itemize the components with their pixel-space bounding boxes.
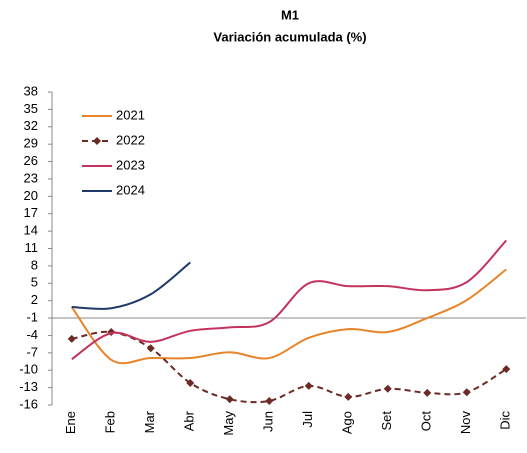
y-tick-label: 32	[24, 118, 38, 133]
series-line	[71, 239, 507, 361]
y-tick-label: 20	[24, 188, 38, 203]
series-line	[71, 330, 507, 404]
point-marker	[67, 334, 76, 343]
x-tick-label: Dic	[498, 411, 513, 430]
x-tick-label: Jul	[300, 411, 315, 428]
point-marker	[146, 344, 155, 353]
legend-marker	[93, 137, 101, 145]
y-tick-label: -4	[26, 327, 38, 342]
x-tick-label: Mar	[142, 410, 157, 433]
y-tick-label: -13	[19, 379, 38, 394]
point-marker	[502, 365, 511, 374]
x-tick-label: Ene	[63, 411, 78, 434]
y-tick-label: 26	[24, 153, 38, 168]
legend-label: 2021	[116, 107, 145, 122]
legend-label: 2022	[116, 132, 145, 147]
y-tick-label: 35	[24, 101, 38, 116]
x-tick-label: Feb	[103, 411, 118, 433]
y-tick-label: 11	[25, 240, 39, 255]
x-tick-label: Ago	[340, 411, 355, 434]
x-tick-label: Abr	[182, 410, 197, 431]
series-line	[71, 261, 191, 310]
y-tick-label: -7	[26, 344, 38, 359]
series-line	[70, 268, 507, 365]
x-tick-label: Jun	[261, 411, 276, 432]
y-tick-label: -10	[19, 362, 38, 377]
x-tick-label: Oct	[419, 411, 434, 432]
x-tick-label: Nov	[458, 411, 473, 435]
x-tick-label: Set	[379, 411, 394, 431]
x-tick-label: May	[221, 411, 236, 436]
point-marker	[383, 384, 392, 393]
point-marker	[225, 395, 234, 404]
point-marker	[304, 381, 313, 390]
point-marker	[462, 388, 471, 397]
y-tick-label: 17	[24, 205, 38, 220]
y-tick-label: 8	[31, 257, 38, 272]
point-marker	[265, 396, 274, 405]
point-marker	[423, 388, 432, 397]
y-tick-label: 5	[31, 275, 38, 290]
legend-label: 2023	[116, 157, 145, 172]
y-tick-label: 38	[24, 83, 38, 98]
y-tick-label: 2	[31, 292, 38, 307]
y-tick-label: 23	[24, 170, 38, 185]
chart-title: M1	[281, 7, 299, 22]
chart-subtitle: Variación acumulada (%)	[213, 29, 366, 44]
point-marker	[186, 378, 195, 387]
y-tick-label: -16	[19, 396, 38, 411]
y-tick-label: -1	[26, 309, 38, 324]
legend-label: 2024	[116, 182, 145, 197]
y-tick-label: 29	[24, 136, 38, 151]
point-marker	[344, 392, 353, 401]
y-tick-label: 14	[24, 223, 38, 238]
